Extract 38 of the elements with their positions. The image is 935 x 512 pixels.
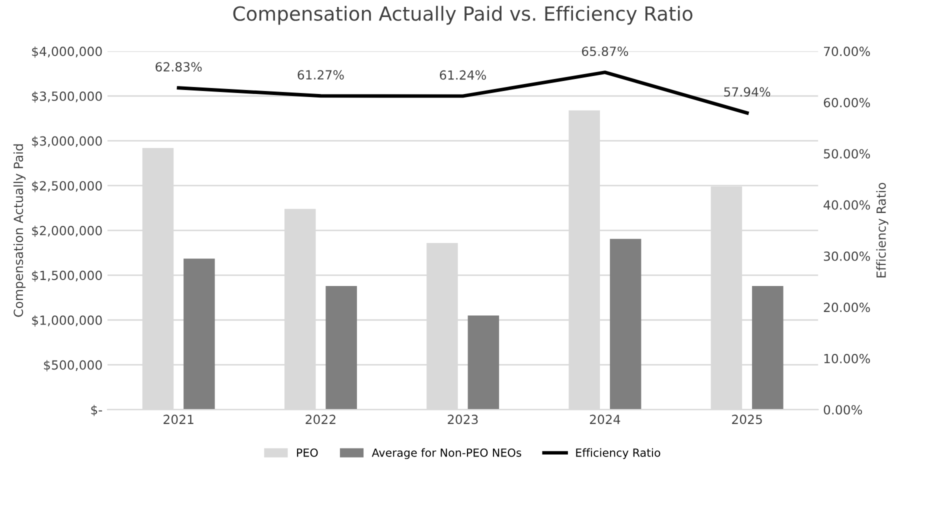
y-tick-label: $3,000,000 [32, 136, 102, 148]
legend-label: PEO [297, 448, 318, 457]
y-tick-label: $500,000 [44, 360, 102, 372]
x-tick-label: 2023 [448, 414, 478, 424]
y-tick-label: $1,000,000 [32, 315, 102, 327]
y-axis-title: Compensation Actually Paid [13, 144, 26, 317]
legend-label: Efficiency Ratio [576, 448, 660, 460]
data-label: 57.94% [724, 87, 770, 97]
y2-tick-label: 0.00% [824, 405, 862, 415]
y2-tick-label: 10.00% [824, 354, 870, 364]
data-label: 61.24% [440, 70, 486, 80]
y-tick-label: $- [91, 404, 102, 416]
bar [468, 316, 500, 410]
y2-tick-label: 30.00% [824, 251, 870, 261]
x-tick-label: 2025 [732, 414, 762, 424]
x-tick-label: 2024 [590, 414, 620, 424]
data-label: 61.27% [298, 70, 344, 80]
chart-title: Compensation Actually Paid vs. Efficiency Ratio [233, 6, 692, 25]
bar [326, 286, 357, 410]
bar [752, 286, 784, 410]
y2-tick-label: 40.00% [824, 200, 870, 210]
y-tick-label: $2,500,000 [32, 180, 102, 192]
data-label: 65.87% [582, 46, 628, 56]
y-tick-label: $2,000,000 [32, 226, 102, 237]
x-tick-label: 2022 [306, 414, 336, 424]
y2-tick-label: 60.00% [824, 98, 870, 108]
bar [610, 238, 642, 410]
y2-axis-title: Efficiency Ratio [876, 182, 888, 278]
y-tick-label: $4,000,000 [32, 46, 102, 58]
y-tick-label: $1,500,000 [32, 270, 102, 282]
data-label: 62.83% [156, 62, 202, 72]
y2-tick-label: 20.00% [824, 302, 870, 312]
legend-label: Average for Non-PEO NEOs [372, 448, 522, 460]
y-tick-label: $3,500,000 [32, 91, 102, 103]
y2-tick-label: 50.00% [824, 149, 870, 159]
bar [184, 258, 215, 410]
x-tick-label: 2021 [164, 414, 194, 424]
y2-tick-label: 70.00% [824, 46, 870, 56]
